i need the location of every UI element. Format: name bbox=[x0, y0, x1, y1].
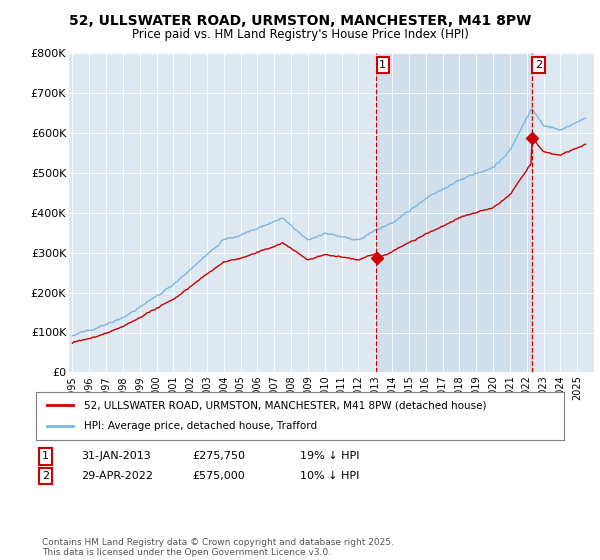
Text: 19% ↓ HPI: 19% ↓ HPI bbox=[300, 451, 359, 461]
Text: 10% ↓ HPI: 10% ↓ HPI bbox=[300, 471, 359, 481]
Bar bbox=[376, 53, 532, 372]
Text: Contains HM Land Registry data © Crown copyright and database right 2025.
This d: Contains HM Land Registry data © Crown c… bbox=[42, 538, 394, 557]
Text: 29-APR-2022: 29-APR-2022 bbox=[81, 471, 153, 481]
Text: 2: 2 bbox=[535, 60, 542, 70]
Text: 52, ULLSWATER ROAD, URMSTON, MANCHESTER, M41 8PW (detached house): 52, ULLSWATER ROAD, URMSTON, MANCHESTER,… bbox=[83, 400, 486, 410]
Text: 52, ULLSWATER ROAD, URMSTON, MANCHESTER, M41 8PW: 52, ULLSWATER ROAD, URMSTON, MANCHESTER,… bbox=[69, 14, 531, 28]
Text: 1: 1 bbox=[379, 60, 386, 70]
Text: HPI: Average price, detached house, Trafford: HPI: Average price, detached house, Traf… bbox=[83, 421, 317, 431]
Text: £275,750: £275,750 bbox=[192, 451, 245, 461]
Text: Price paid vs. HM Land Registry's House Price Index (HPI): Price paid vs. HM Land Registry's House … bbox=[131, 28, 469, 41]
Text: 2: 2 bbox=[42, 471, 49, 481]
Text: 31-JAN-2013: 31-JAN-2013 bbox=[81, 451, 151, 461]
Text: 1: 1 bbox=[42, 451, 49, 461]
Text: £575,000: £575,000 bbox=[192, 471, 245, 481]
